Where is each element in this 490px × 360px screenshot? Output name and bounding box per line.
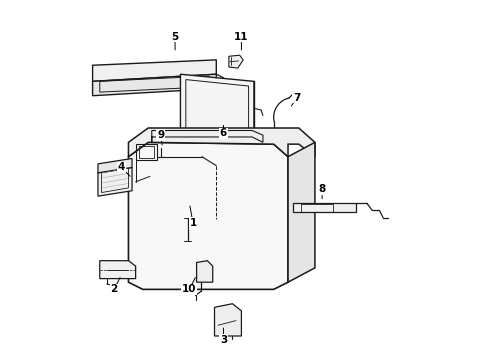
Polygon shape — [128, 128, 315, 157]
Polygon shape — [196, 261, 213, 282]
Polygon shape — [294, 203, 356, 212]
Text: 3: 3 — [220, 334, 227, 345]
Text: 1: 1 — [189, 218, 196, 228]
Text: 5: 5 — [172, 32, 179, 41]
Text: 2: 2 — [110, 284, 118, 294]
Polygon shape — [229, 55, 243, 68]
Polygon shape — [215, 304, 242, 336]
Text: 9: 9 — [157, 130, 164, 140]
Polygon shape — [98, 167, 132, 196]
Text: 6: 6 — [220, 129, 227, 138]
Text: 8: 8 — [318, 184, 326, 194]
Text: 11: 11 — [234, 32, 248, 41]
Polygon shape — [93, 60, 216, 81]
Polygon shape — [180, 74, 254, 153]
Polygon shape — [93, 74, 216, 96]
Polygon shape — [100, 261, 136, 279]
Polygon shape — [288, 142, 315, 282]
Polygon shape — [128, 142, 288, 289]
Text: 7: 7 — [294, 93, 301, 103]
Text: 10: 10 — [182, 284, 196, 294]
Polygon shape — [98, 158, 132, 173]
Text: 4: 4 — [118, 162, 125, 172]
